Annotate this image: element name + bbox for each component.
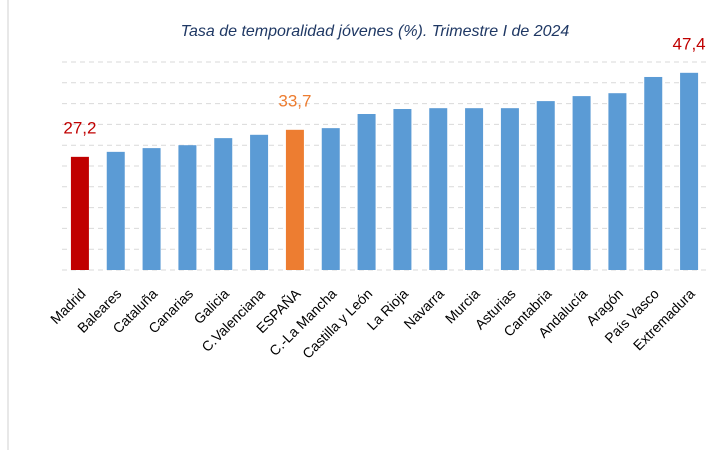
bar <box>680 72 699 270</box>
data-label: 47,4 <box>673 34 706 53</box>
bar <box>214 138 233 270</box>
bar <box>465 108 484 271</box>
data-label: 33,7 <box>278 91 311 110</box>
bar <box>500 108 519 271</box>
bar <box>608 93 627 270</box>
bar <box>106 151 125 270</box>
data-label: 27,2 <box>63 118 96 137</box>
bar <box>250 134 269 270</box>
bar <box>572 96 591 270</box>
bar <box>285 129 304 270</box>
bar <box>357 114 376 270</box>
frame <box>7 0 9 450</box>
bar <box>536 101 555 270</box>
bar <box>429 108 448 271</box>
chart-title: Tasa de temporalidad jóvenes (%). Trimes… <box>181 23 570 40</box>
bar <box>321 128 340 270</box>
bar <box>142 148 161 270</box>
x-tick-label: Navarra <box>400 285 447 332</box>
bar <box>178 145 197 270</box>
bar <box>644 76 663 270</box>
bar <box>393 109 412 271</box>
bar <box>70 156 89 270</box>
